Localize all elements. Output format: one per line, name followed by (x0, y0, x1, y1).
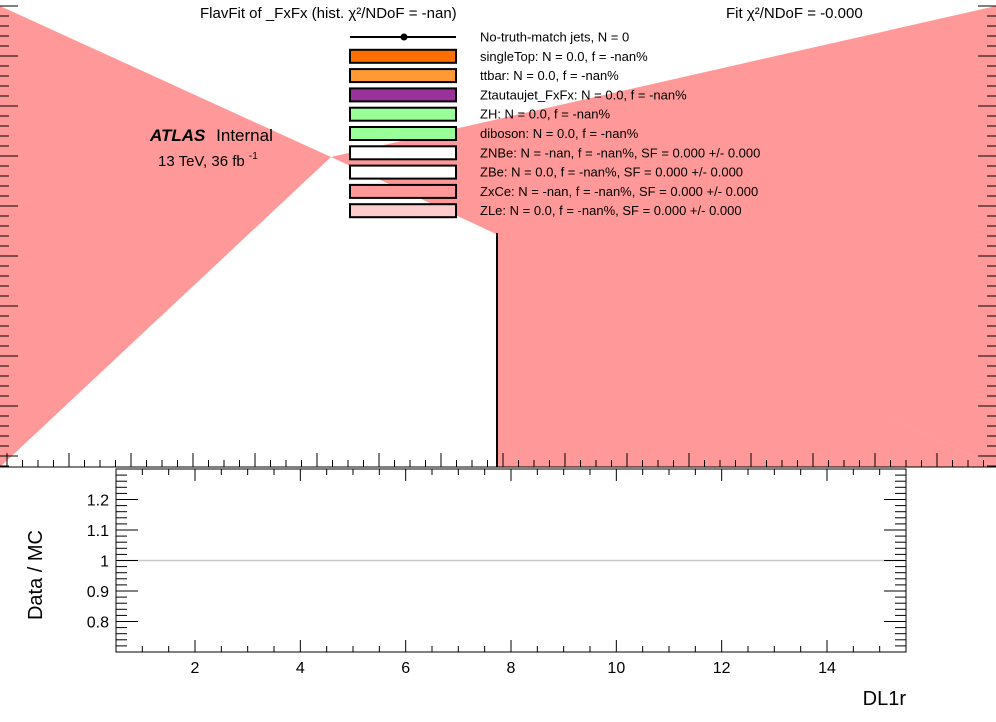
legend-label: ZxCe: N = -nan, f = -nan%, SF = 0.000 +/… (480, 184, 758, 199)
ratio-x-tick-labels: 2 4 6 8 10 12 14 (191, 660, 836, 677)
energy-lumi-text: 13 TeV, 36 fb (158, 153, 245, 170)
template-fill-left (0, 6, 331, 467)
ratio-panel: 2 4 6 8 10 12 14 0.8 0.9 1 1.1 1.2 Data / MC DL1r (25, 468, 907, 710)
ratio-y-axis-label: Data / MC (25, 530, 47, 620)
legend-label: No-truth-match jets, N = 0 (480, 30, 629, 45)
atlas-label-rest: Internal (216, 126, 273, 145)
legend: No-truth-match jets, N = 0 singleTop: N =… (349, 30, 760, 219)
ratio-y-tick-labels: 0.8 0.9 1 1.1 1.2 (87, 493, 109, 632)
template-fill-right (331, 6, 996, 467)
legend-label: ttbar: N = 0.0, f = -nan% (480, 68, 619, 83)
legend-entry: ZLe: N = 0.0, f = -nan%, SF = 0.000 +/- … (349, 203, 742, 219)
legend-marker-dot (400, 33, 408, 41)
legend-swatch (349, 68, 457, 84)
legend-swatch (349, 106, 457, 122)
energy-lumi-superscript: -1 (249, 151, 258, 162)
legend-swatch (349, 203, 457, 219)
ratio-y-tick-label: 1.1 (87, 523, 109, 540)
legend-entry: Ztautaujet_FxFx: N = 0.0, f = -nan% (349, 87, 687, 103)
ratio-x-tick-label: 10 (607, 660, 625, 677)
plot-title-right: Fit χ²/NDoF = -0.000 (726, 5, 863, 22)
ratio-x-tick-label: 14 (818, 660, 836, 677)
ratio-x-ticks (141, 469, 881, 652)
legend-label: singleTop: N = 0.0, f = -nan% (480, 49, 648, 64)
ratio-y-tick-label: 0.8 (87, 615, 109, 632)
template-fill-bottom (497, 233, 996, 467)
legend-label: ZNBe: N = -nan, f = -nan%, SF = 0.000 +/… (480, 145, 760, 160)
x-axis-label: DL1r (863, 688, 907, 710)
legend-swatch (349, 164, 457, 180)
ratio-y-tick-label: 1 (100, 554, 109, 571)
legend-entry: ZH: N = 0.0, f = -nan% (349, 106, 610, 122)
atlas-label: ATLAS Internal (149, 126, 273, 145)
legend-swatch (349, 87, 457, 103)
atlas-label-bold: ATLAS (149, 126, 206, 145)
legend-label: ZBe: N = 0.0, f = -nan%, SF = 0.000 +/- … (480, 165, 743, 180)
ratio-x-tick-label: 6 (401, 660, 410, 677)
legend-label: ZH: N = 0.0, f = -nan% (480, 107, 610, 122)
legend-entry: ttbar: N = 0.0, f = -nan% (349, 68, 619, 84)
legend-entry: ZxCe: N = -nan, f = -nan%, SF = 0.000 +/… (349, 183, 758, 199)
legend-entry: No-truth-match jets, N = 0 (350, 30, 629, 45)
legend-entry: singleTop: N = 0.0, f = -nan% (349, 48, 648, 64)
legend-swatch (349, 48, 457, 64)
main-plot-left-ticks (0, 5, 18, 467)
main-plot-panel (0, 5, 996, 468)
legend-label: Ztautaujet_FxFx: N = 0.0, f = -nan% (480, 87, 687, 102)
legend-entry: diboson: N = 0.0, f = -nan% (349, 126, 639, 141)
legend-swatch (349, 183, 457, 199)
ratio-x-tick-label: 2 (191, 660, 200, 677)
main-plot-bottom-ticks (6, 453, 984, 467)
legend-entry: ZBe: N = 0.0, f = -nan%, SF = 0.000 +/- … (349, 164, 743, 180)
main-plot-right-ticks (978, 5, 996, 467)
legend-label: ZLe: N = 0.0, f = -nan%, SF = 0.000 +/- … (480, 203, 742, 218)
plot-title-left: FlavFit of _FxFx (hist. χ²/NDoF = -nan) (200, 5, 457, 22)
ratio-x-tick-label: 8 (507, 660, 516, 677)
ratio-x-tick-label: 12 (713, 660, 731, 677)
legend-swatch (349, 126, 457, 141)
energy-lumi-label: 13 TeV, 36 fb -1 (158, 151, 258, 170)
legend-entry: ZNBe: N = -nan, f = -nan%, SF = 0.000 +/… (349, 145, 760, 161)
legend-label: diboson: N = 0.0, f = -nan% (480, 126, 639, 141)
legend-swatch (349, 145, 457, 161)
ratio-y-ticks (116, 474, 906, 647)
ratio-y-tick-label: 0.9 (87, 584, 109, 601)
ratio-x-tick-label: 4 (296, 660, 305, 677)
ratio-y-tick-label: 1.2 (87, 493, 109, 510)
